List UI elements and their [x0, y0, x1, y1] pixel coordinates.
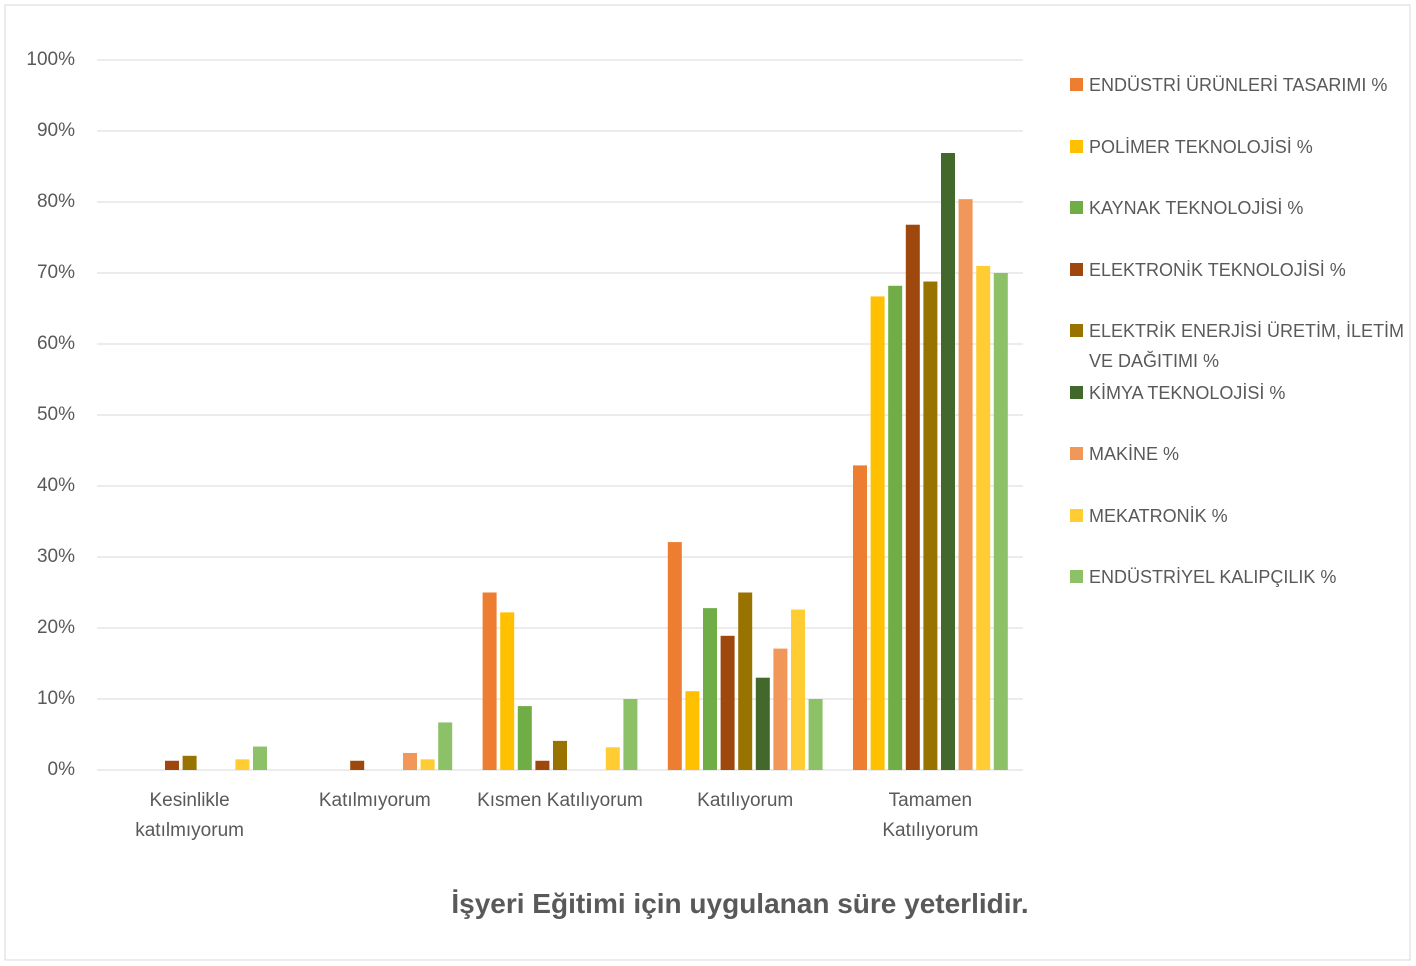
x-tick-label: Kesinlikle katılmıyorum: [135, 790, 244, 841]
legend-label: MAKİNE %: [1089, 444, 1180, 464]
chart-title: İşyeri Eğitimi için uygulanan süre yeter…: [451, 888, 1029, 919]
y-tick-label: 60%: [37, 333, 75, 354]
legend-swatch: [1070, 78, 1083, 91]
bar: [535, 760, 550, 770]
chart-border: [4, 4, 1411, 961]
bar: [941, 153, 955, 770]
legend-label: ELEKTRİK ENERJİSİ ÜRETİM, İLETİM VE DAĞI…: [1089, 321, 1405, 371]
legend-label: ENDÜSTRİ ÜRÜNLERİ TASARIMI %: [1089, 75, 1388, 95]
bar: [976, 265, 991, 770]
bar: [905, 224, 920, 771]
y-tick-label: 100%: [26, 49, 75, 70]
legend-swatch: [1070, 139, 1083, 153]
legend-swatch: [1070, 324, 1083, 337]
y-tick-label: 0%: [48, 759, 76, 780]
bar: [165, 760, 179, 770]
bar: [993, 273, 1008, 770]
bar: [350, 760, 365, 770]
legend-swatch: [1070, 508, 1083, 522]
y-tick-label: 20%: [37, 617, 75, 638]
bar: [808, 699, 823, 770]
x-tick-label: Tamamen Katılıyorum: [882, 790, 979, 841]
legend-item: ENDÜSTRİYEL KALIPÇILIK %: [1070, 562, 1405, 624]
bar: [755, 677, 770, 770]
y-tick-label: 80%: [37, 191, 75, 212]
x-tick-label: Kısmen Katılıyorum: [477, 790, 643, 811]
bar: [738, 592, 753, 770]
bar: [403, 752, 417, 770]
bar: [182, 755, 197, 770]
bar: [703, 608, 717, 770]
y-tick-label: 40%: [37, 475, 75, 496]
bar: [791, 609, 805, 770]
legend-item: ELEKTRONİK TEKNOLOJİSİ %: [1070, 255, 1405, 317]
bar: [923, 281, 938, 770]
bar: [685, 691, 700, 770]
bar: [438, 722, 453, 770]
legend-label: ELEKTRONİK TEKNOLOJİSİ %: [1089, 259, 1346, 280]
bar: [623, 699, 638, 770]
legend-item: KAYNAK TEKNOLOJİSİ %: [1070, 193, 1405, 255]
bar: [482, 592, 497, 770]
x-tick-label: Katılıyorum: [697, 790, 794, 811]
legend-item: KİMYA TEKNOLOJİSİ %: [1070, 378, 1405, 440]
legend-swatch: [1070, 262, 1083, 276]
legend-swatch: [1070, 570, 1083, 583]
bar: [253, 746, 267, 770]
bar: [958, 199, 973, 770]
legend-label: KAYNAK TEKNOLOJİSİ %: [1089, 198, 1304, 218]
legend-item: MEKATRONİK %: [1070, 501, 1405, 563]
y-tick-label: 90%: [37, 120, 75, 141]
legend-label: ENDÜSTRİYEL KALIPÇILIK %: [1089, 567, 1337, 587]
bar: [720, 635, 735, 770]
x-tick-label: Katılmıyorum: [318, 790, 431, 811]
bar: [500, 612, 515, 770]
legend-swatch: [1070, 201, 1083, 214]
legend-item: POLİMER TEKNOLOJİSİ %: [1070, 132, 1405, 194]
bar: [870, 296, 885, 770]
bar: [888, 285, 903, 770]
y-tick-label: 30%: [37, 546, 75, 567]
legend-label: MEKATRONİK %: [1089, 505, 1228, 526]
y-tick-label: 50%: [37, 404, 75, 425]
bar: [667, 542, 682, 770]
legend-swatch: [1070, 447, 1083, 460]
bar: [517, 706, 532, 770]
bar: [553, 740, 567, 770]
bar: [420, 759, 435, 770]
y-tick-label: 10%: [37, 688, 75, 709]
legend-item: ENDÜSTRİ ÜRÜNLERİ TASARIMI %: [1070, 70, 1405, 132]
bar: [853, 465, 867, 770]
legend-item: ELEKTRİK ENERJİSİ ÜRETİM, İLETİM VE DAĞI…: [1070, 316, 1405, 378]
legend-item: MAKİNE %: [1070, 439, 1405, 501]
bar: [605, 747, 620, 770]
legend-label: KİMYA TEKNOLOJİSİ %: [1089, 382, 1286, 403]
bar: [773, 648, 788, 770]
legend-swatch: [1070, 385, 1083, 399]
legend-label: POLİMER TEKNOLOJİSİ %: [1089, 136, 1313, 157]
legend: ENDÜSTRİ ÜRÜNLERİ TASARIMI % POLİMER TEKN…: [1070, 70, 1405, 624]
y-tick-label: 70%: [37, 262, 75, 283]
bar: [235, 759, 250, 770]
